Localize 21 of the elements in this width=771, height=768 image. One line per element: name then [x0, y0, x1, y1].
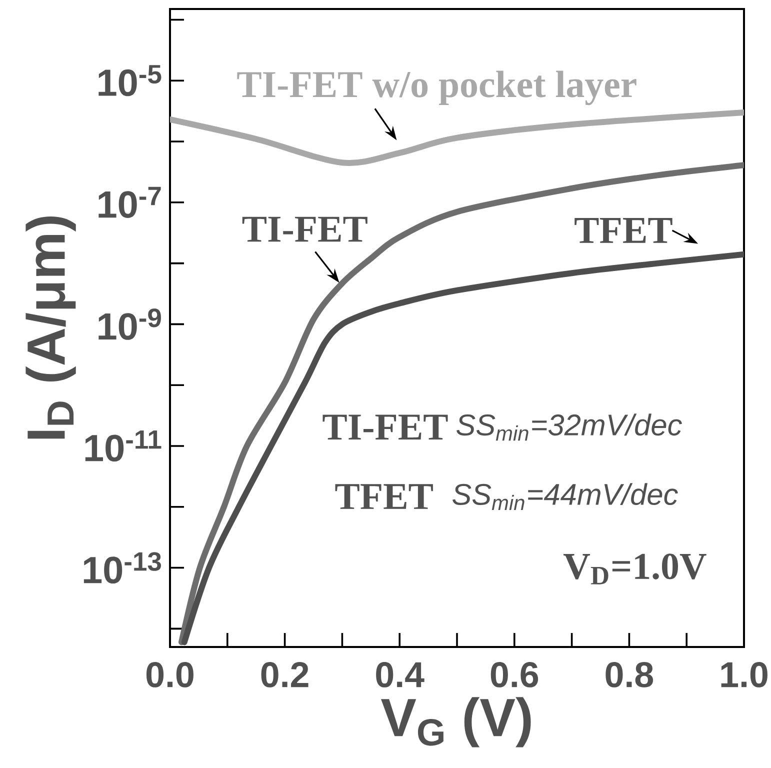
y-axis-title: I$_{D}$ (A/μm) [26, 216, 76, 439]
x-tick-label: 1.0 [721, 662, 768, 688]
y-tick-label: 10$^{-7}$ [98, 186, 161, 218]
annotation: V$_{D}$=1.0V [564, 554, 706, 584]
y-tick-label: 10$^{-9}$ [98, 308, 161, 340]
x-tick-label: 0.2 [261, 662, 308, 688]
annotation: TI-FET [322, 414, 448, 440]
x-tick-label: 0.8 [606, 662, 654, 688]
x-tick-label: 0.4 [376, 662, 424, 688]
y-tick-label: 10$^{-13}$ [84, 552, 161, 584]
x-axis-title: V$_{G}$ (V) [380, 697, 531, 748]
annotation: TI-FET w/o pocket layer [237, 70, 636, 106]
y-tick-label: 10$^{-5}$ [98, 65, 162, 96]
annotation: SS$_{min}$=44mV/dec [452, 483, 678, 510]
x-tick-label: 0.6 [490, 662, 538, 688]
x-tick-label: 0.0 [146, 662, 194, 688]
annotation: TI-FET [242, 216, 368, 242]
annotation: TFET [335, 484, 433, 509]
annotation: SS$_{min}$=32mV/dec [456, 414, 682, 441]
annotation: TFET [574, 218, 672, 243]
y-tick-label: 10$^{-11}$ [85, 430, 162, 462]
